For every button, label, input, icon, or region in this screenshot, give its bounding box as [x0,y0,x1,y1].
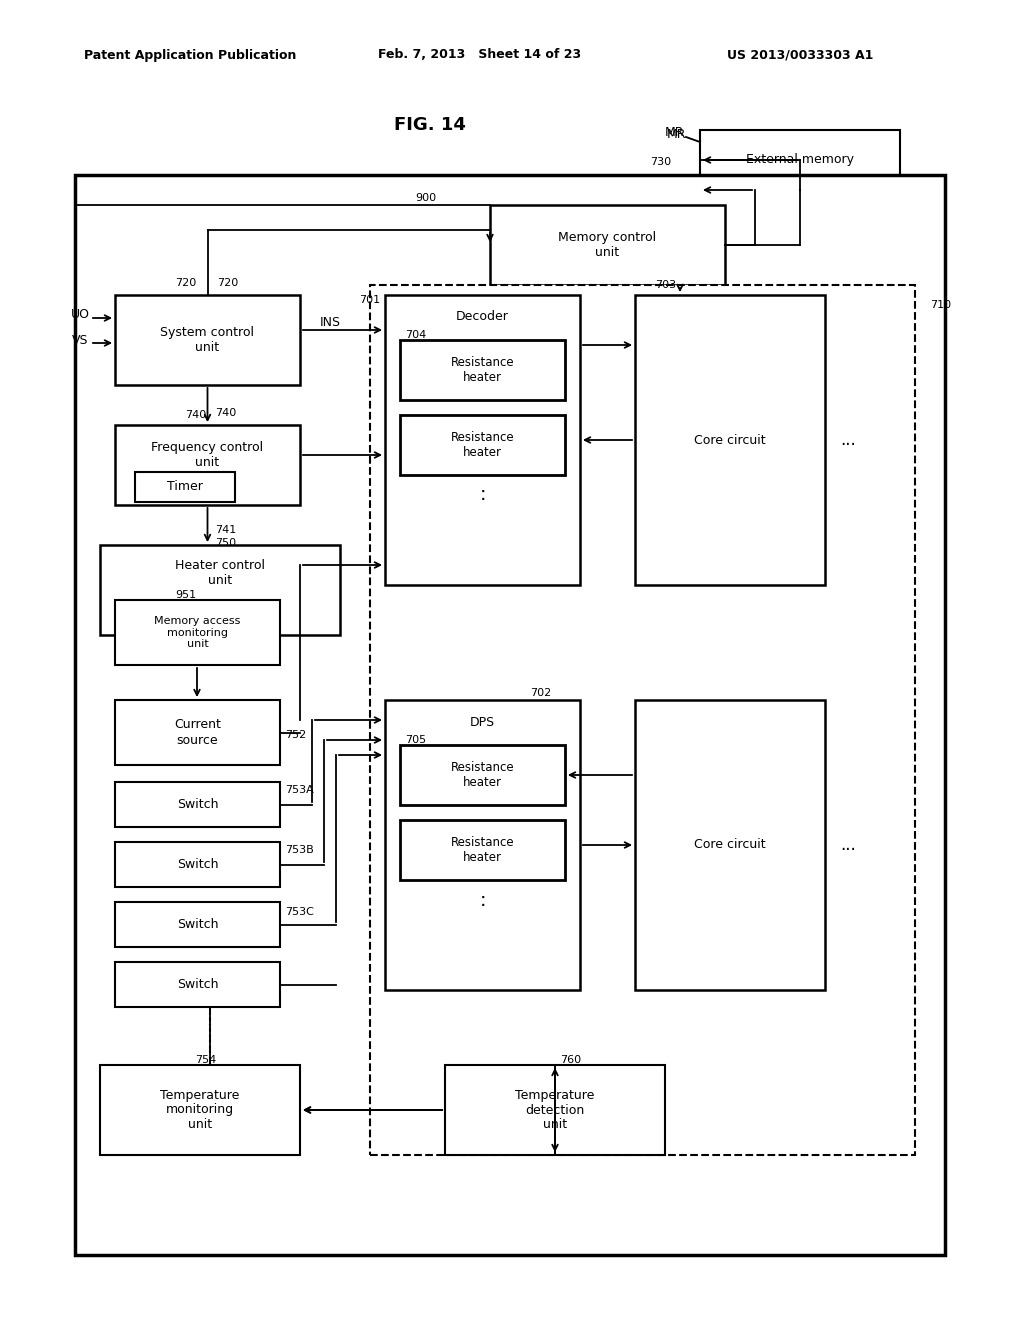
Bar [115,601,280,665]
Text: 705: 705 [406,735,426,744]
Text: Core circuit: Core circuit [694,838,766,851]
Text: ...: ... [840,432,856,449]
Bar [635,294,825,585]
Text: ...: ... [840,836,856,854]
Text: Switch: Switch [177,799,218,810]
Text: 710: 710 [930,300,951,310]
Bar [100,1065,300,1155]
Text: Memory control
unit: Memory control unit [558,231,656,259]
Text: 720: 720 [175,279,197,288]
Text: 703: 703 [655,280,676,290]
Text: 760: 760 [560,1055,582,1065]
Text: 701: 701 [358,294,380,305]
Text: 741: 741 [215,525,237,535]
Bar [445,1065,665,1155]
Text: :: : [479,891,485,909]
Text: Temperature
monitoring
unit: Temperature monitoring unit [161,1089,240,1131]
Text: 900: 900 [415,193,436,203]
Bar [135,473,234,502]
Bar [400,820,565,880]
Bar [400,414,565,475]
Text: FIG. 14: FIG. 14 [394,116,466,135]
Bar [115,902,280,946]
Text: Switch: Switch [177,917,218,931]
Bar [385,700,580,990]
Text: 753B: 753B [285,845,313,855]
Bar [115,781,280,828]
Text: Current
source: Current source [174,718,221,747]
Bar [635,700,825,990]
Bar [115,700,280,766]
Text: :: : [479,486,485,504]
Text: INS: INS [319,315,341,329]
Text: VS: VS [72,334,88,346]
Text: DPS: DPS [470,715,495,729]
Bar [700,129,900,190]
Bar [115,294,300,385]
Text: Resistance
heater: Resistance heater [451,836,514,865]
Text: Core circuit: Core circuit [694,433,766,446]
Text: Switch: Switch [177,858,218,871]
Text: 951: 951 [175,590,197,601]
Bar [490,205,725,285]
Text: 754: 754 [195,1055,216,1065]
Text: 752: 752 [285,730,306,741]
Text: MR: MR [665,127,684,140]
Text: 753C: 753C [285,907,314,917]
Text: UO: UO [71,309,89,322]
Text: Heater control
unit: Heater control unit [175,558,265,587]
Text: System control
unit: System control unit [161,326,255,354]
Text: 704: 704 [406,330,426,341]
Text: 740: 740 [215,408,237,418]
Bar [400,341,565,400]
Bar [400,744,565,805]
Bar [115,842,280,887]
Text: Resistance
heater: Resistance heater [451,432,514,459]
Text: Feb. 7, 2013   Sheet 14 of 23: Feb. 7, 2013 Sheet 14 of 23 [379,49,582,62]
Text: 720: 720 [217,279,239,288]
Text: 740: 740 [185,411,206,420]
Text: 702: 702 [530,688,551,698]
Bar [385,294,580,585]
Bar [100,545,340,635]
Text: MR: MR [667,128,686,141]
Text: Timer: Timer [167,480,203,494]
Text: Temperature
detection
unit: Temperature detection unit [515,1089,595,1131]
Text: US 2013/0033303 A1: US 2013/0033303 A1 [727,49,873,62]
Text: Resistance
heater: Resistance heater [451,762,514,789]
Text: Memory access
monitoring
unit: Memory access monitoring unit [155,616,241,649]
Text: External memory: External memory [746,153,854,166]
Bar [115,425,300,506]
Text: Resistance
heater: Resistance heater [451,356,514,384]
Bar [370,285,915,1155]
Text: 750: 750 [215,539,237,548]
Text: Switch: Switch [177,978,218,991]
Text: 753A: 753A [285,785,313,795]
Bar [115,962,280,1007]
Text: Patent Application Publication: Patent Application Publication [84,49,296,62]
Text: Decoder: Decoder [456,310,509,323]
Text: Frequency control
unit: Frequency control unit [152,441,263,469]
Bar [75,176,945,1255]
Text: 730: 730 [650,157,671,168]
